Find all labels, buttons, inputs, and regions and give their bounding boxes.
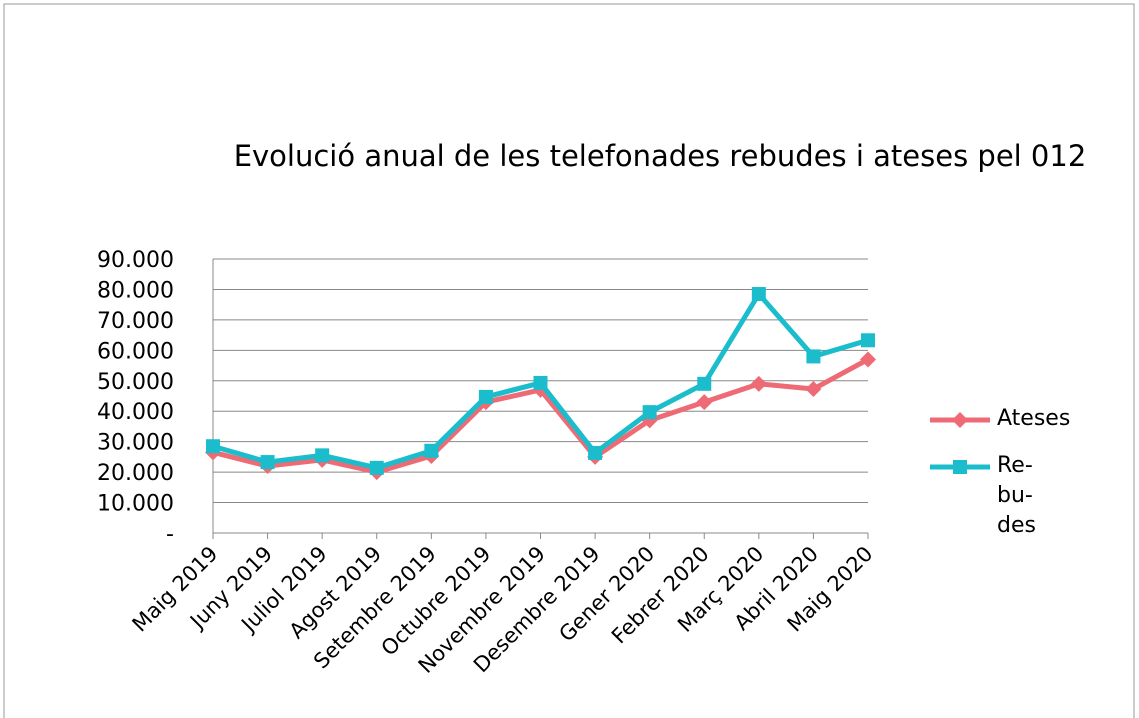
marker <box>697 376 712 391</box>
marker <box>696 394 713 411</box>
marker <box>588 445 603 460</box>
legend-label: Ateses <box>997 406 1071 431</box>
marker <box>860 351 876 368</box>
y-tick-label: 10.000 <box>97 492 174 517</box>
y-tick-label: 40.000 <box>97 400 174 425</box>
marker <box>750 375 767 392</box>
y-tick-label: 90.000 <box>97 248 174 273</box>
y-tick-label: 70.000 <box>97 309 174 334</box>
y-tick-label: 20.000 <box>97 461 174 486</box>
marker <box>533 375 548 390</box>
marker <box>260 455 275 470</box>
y-tick-label: 30.000 <box>97 431 174 456</box>
marker <box>369 460 384 475</box>
marker <box>861 333 875 348</box>
marker <box>805 380 822 397</box>
marker <box>806 349 821 364</box>
legend-label: Re- bu- des <box>997 453 1036 538</box>
y-tick-label: - <box>166 522 174 547</box>
marker <box>952 412 968 428</box>
chart-frame <box>3 3 1135 718</box>
y-tick-label: 60.000 <box>97 339 174 364</box>
marker <box>642 405 657 420</box>
marker <box>206 439 220 454</box>
marker <box>315 448 330 463</box>
chart-title: Evolució anual de les telefonades rebude… <box>234 139 1087 173</box>
marker <box>751 287 766 302</box>
marker <box>478 389 493 404</box>
marker <box>953 460 967 474</box>
marker <box>424 443 439 458</box>
y-tick-label: 80.000 <box>97 278 174 303</box>
y-tick-label: 50.000 <box>97 370 174 395</box>
